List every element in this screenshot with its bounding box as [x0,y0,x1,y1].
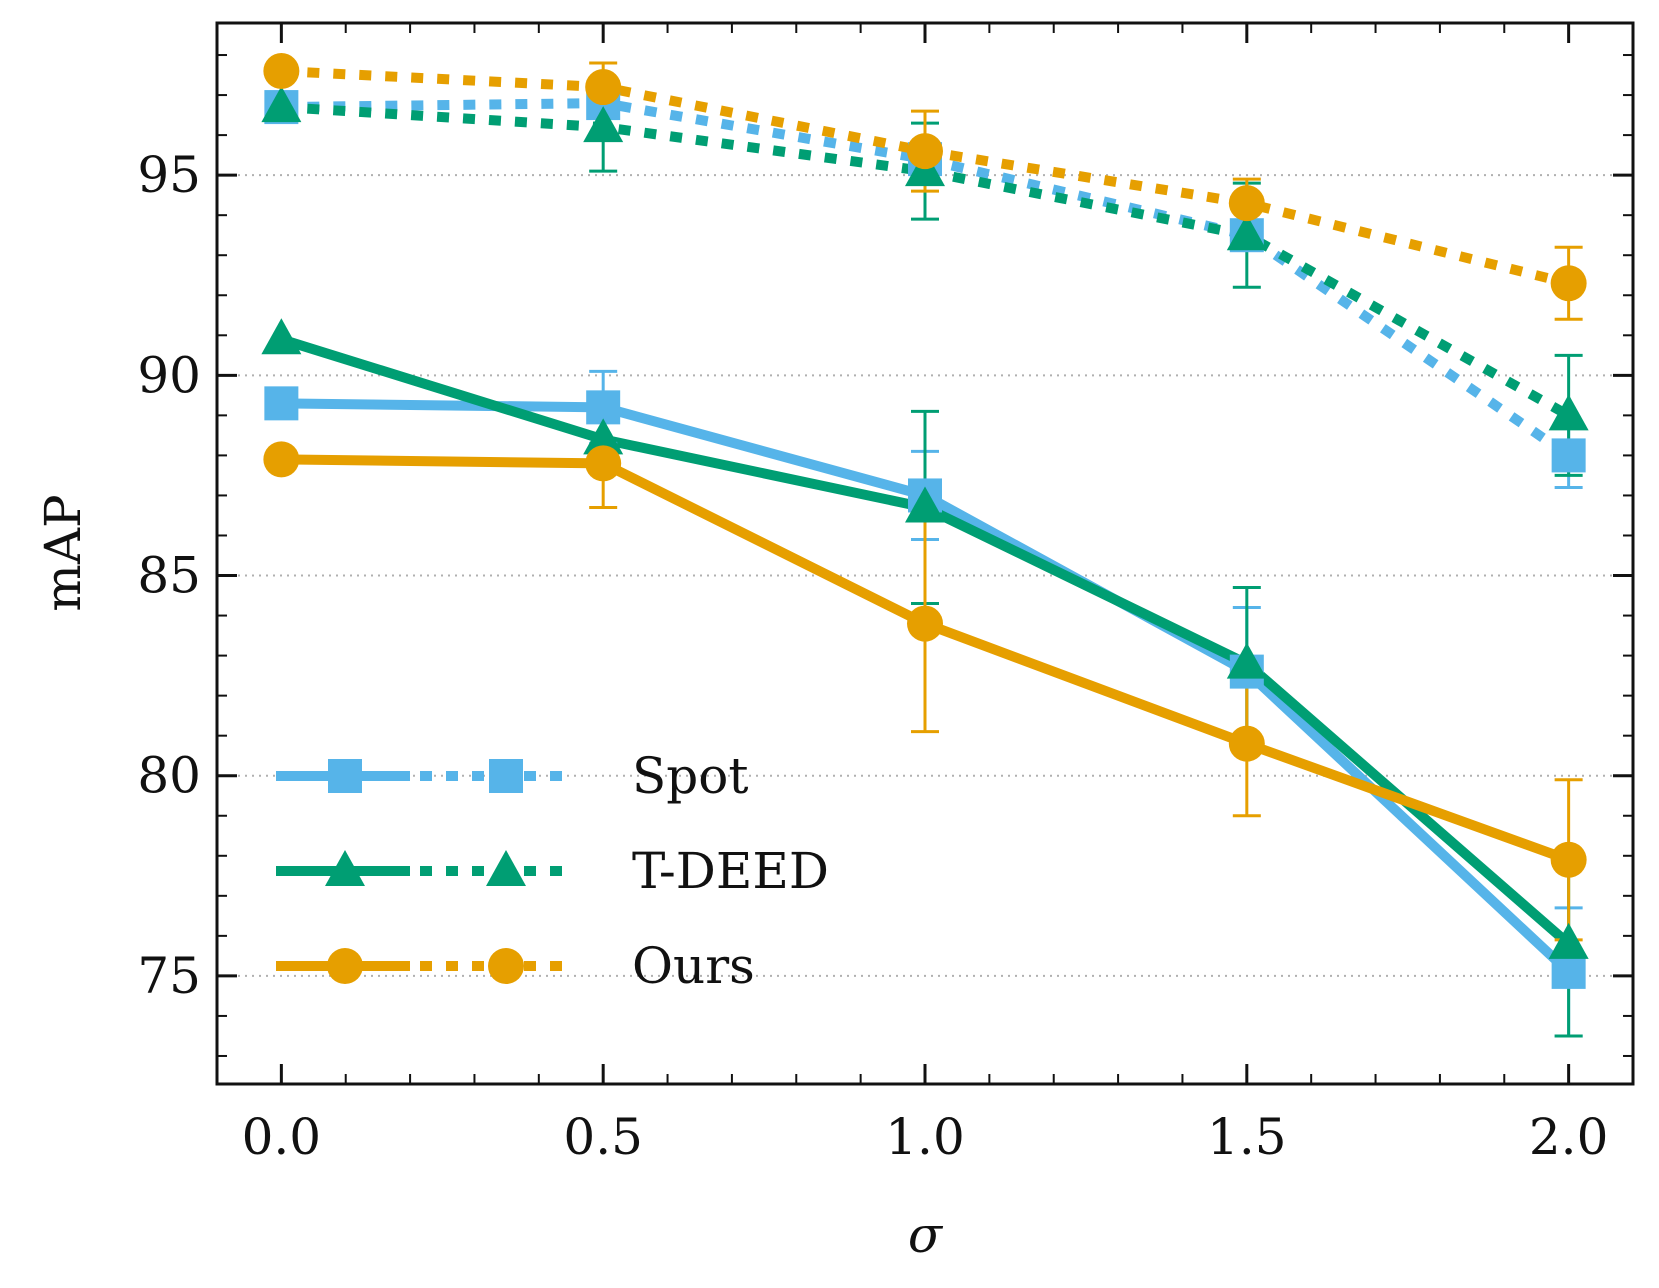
data-point-t-deed-dotted [583,106,624,143]
legend-marker-solid [328,759,362,793]
data-point-t-deed-solid [1548,922,1589,959]
legend-label-ours: Ours [632,937,755,995]
legend: Spot T-DEED Ours [276,747,829,995]
legend-marker-dotted [488,948,524,984]
data-point-ours-solid [1550,841,1587,878]
y-tick-label: 90 [137,346,201,404]
data-point-t-deed-dotted [1548,394,1589,431]
legend-label-spot: Spot [632,747,748,805]
data-point-ours-dotted [585,69,622,106]
data-point-spot-solid [264,386,299,421]
y-axis-title: mAP [34,494,92,611]
x-tick-label: 0.0 [242,1108,322,1166]
data-point-ours-dotted [1550,265,1587,302]
x-tick-label: 0.5 [563,1108,643,1166]
data-point-ours-solid [263,441,300,478]
legend-marker-solid [327,948,363,984]
legend-marker-dotted [486,850,526,886]
data-point-spot-dotted [1551,438,1586,473]
data-point-ours-solid [907,605,943,642]
data-point-ours-dotted [263,53,300,90]
y-tick-label: 80 [137,747,201,805]
x-tick-label: 2.0 [1529,1108,1609,1166]
y-tick-label: 75 [137,947,201,1005]
data-point-t-deed-solid [583,418,624,455]
x-axis-title: σ [908,1206,944,1264]
series-line-t-deed-dotted [281,102,1572,420]
axis-ticks [216,23,1634,1084]
tick-labels: 75 80 85 90 95 0.0 0.5 1.0 1.5 2.0 [137,146,1608,1166]
series-line-spot-dotted [281,98,1572,460]
y-tick-label: 85 [137,547,201,605]
data-markers [261,53,1589,989]
y-tick-label: 95 [137,146,201,204]
data-point-t-deed-solid [1226,642,1267,679]
legend-label-t-deed: T-DEED [632,842,829,900]
data-point-t-deed-solid [261,318,302,355]
data-point-t-deed-solid [905,486,945,523]
legend-marker-dotted [489,759,523,793]
data-point-ours-solid [585,445,622,482]
data-point-t-deed-dotted [261,86,302,123]
data-point-ours-dotted [1228,185,1265,222]
data-point-ours-dotted [907,133,943,170]
data-point-t-deed-dotted [1226,214,1267,251]
data-point-spot-solid [1551,954,1586,989]
x-tick-label: 1.5 [1207,1108,1287,1166]
data-point-ours-solid [1228,725,1265,762]
x-tick-label: 1.0 [885,1108,965,1166]
legend-marker-solid [325,850,365,886]
